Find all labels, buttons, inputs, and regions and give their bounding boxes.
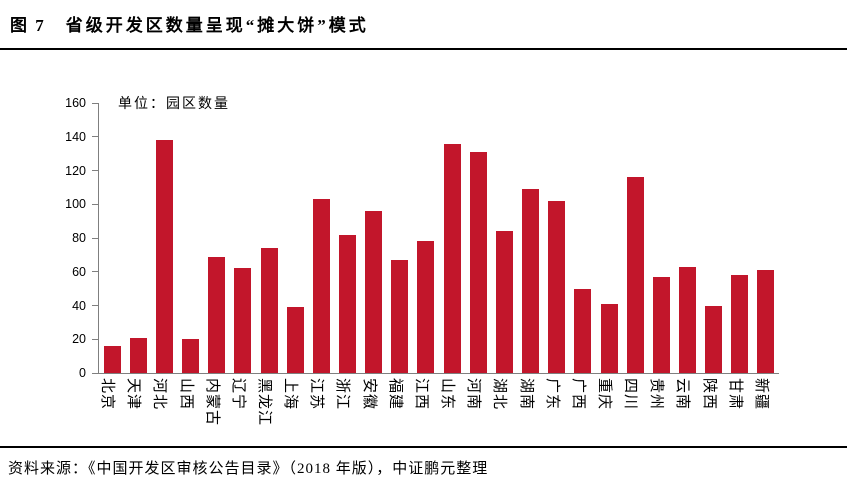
- bar-辽宁: [234, 268, 252, 373]
- x-axis-label: 江苏: [308, 378, 326, 411]
- source-divider-line: [0, 446, 847, 448]
- x-axis-labels: 北京 天津 河北 山西 内蒙古 辽宁 黑龙江 上海 江苏 浙江 安徽 福建 江西 山东 河南 湖北 湖南 广东 广西…: [98, 378, 778, 444]
- x-axis-label: 湖北: [491, 378, 509, 411]
- bar-重庆: [600, 303, 618, 373]
- unit-label: 单位：园区数量: [118, 95, 230, 111]
- bar-江西: [417, 241, 435, 373]
- bar-云南: [678, 266, 696, 373]
- bar-安徽: [365, 211, 383, 373]
- figure-title-text: 省级开发区数量呈现“摊大饼”模式: [65, 16, 369, 35]
- y-axis-tick-label: 160: [65, 96, 86, 110]
- bar-天津: [129, 337, 147, 373]
- source-note: 资料来源：《中国开发区审核公告目录》（2018 年版），中证鹏元整理: [8, 461, 489, 477]
- x-axis-label: 河北: [151, 378, 169, 411]
- bar-湖北: [495, 231, 513, 373]
- x-axis-label: 山西: [177, 378, 195, 411]
- bar-浙江: [338, 234, 356, 373]
- bar-贵州: [652, 276, 670, 373]
- y-axis-tick: [92, 338, 98, 340]
- x-axis-label: 广西: [569, 378, 587, 411]
- bar-甘肃: [731, 275, 749, 373]
- y-axis-tick-label: 20: [72, 332, 86, 347]
- bar-广西: [574, 288, 592, 373]
- y-axis-tick-label: 120: [65, 163, 86, 178]
- y-axis-tick-label: 60: [72, 264, 86, 279]
- x-axis-label: 广东: [543, 378, 561, 411]
- x-axis-label: 浙江: [334, 378, 352, 411]
- y-axis-tick-label: 80: [72, 231, 86, 245]
- y-axis-tick: [92, 136, 98, 138]
- figure-number: 图 7: [10, 16, 46, 35]
- x-axis-label: 甘肃: [726, 378, 744, 411]
- bar-内蒙古: [208, 256, 226, 373]
- x-axis-label: 湖南: [517, 378, 535, 411]
- y-axis-tick: [92, 372, 98, 374]
- bar-四川: [626, 177, 644, 373]
- y-axis-tick-label: 100: [65, 197, 86, 212]
- bar-山西: [182, 339, 200, 373]
- bar-河南: [469, 151, 487, 373]
- x-axis-label: 天津: [125, 378, 143, 411]
- y-axis-tick: [92, 237, 98, 239]
- y-axis-tick-label: 40: [72, 298, 86, 313]
- x-axis-label: 江西: [412, 378, 430, 411]
- bar-新疆: [757, 270, 775, 373]
- x-axis-label: 辽宁: [229, 378, 247, 411]
- x-axis-label: 陕西: [700, 378, 718, 411]
- y-axis-tick: [92, 305, 98, 306]
- x-axis-label: 山东: [439, 378, 457, 411]
- bar-江苏: [312, 199, 330, 373]
- x-axis-label: 北京: [99, 378, 117, 411]
- x-axis-label: 黑龙江: [256, 378, 273, 427]
- x-axis-label: 新疆: [752, 378, 770, 411]
- x-axis-label: 内蒙古: [203, 378, 221, 427]
- x-axis-label: 福建: [386, 378, 404, 411]
- bar-福建: [391, 259, 409, 373]
- y-axis: 0 20 40 60 80 100 120 140 160: [0, 96, 86, 380]
- x-axis-label: 上海: [282, 378, 300, 411]
- bar-河北: [155, 140, 173, 373]
- y-axis-tick-label: 140: [65, 129, 86, 144]
- y-axis-tick: [92, 170, 98, 171]
- bar-广东: [548, 200, 566, 373]
- plot-area: [92, 102, 779, 374]
- x-axis-label: 安徽: [360, 378, 378, 411]
- bar-山东: [443, 143, 461, 373]
- x-axis-label: 贵州: [648, 378, 666, 411]
- y-axis-tick: [92, 271, 98, 273]
- x-axis-label: 云南: [674, 378, 692, 411]
- bar-湖南: [522, 189, 540, 373]
- bar-上海: [286, 307, 304, 373]
- x-axis-label: 重庆: [596, 378, 613, 411]
- y-axis-tick: [92, 203, 98, 205]
- x-axis-label: 河南: [465, 378, 483, 411]
- bar-北京: [103, 346, 121, 373]
- x-axis-label: 四川: [622, 378, 640, 411]
- y-axis-tick-label: 0: [79, 366, 86, 380]
- bar-黑龙江: [260, 248, 278, 373]
- bar-陕西: [705, 305, 723, 373]
- y-axis-tick: [92, 102, 98, 104]
- title-divider-line: [0, 48, 847, 50]
- figure-title: 图 7 省级开发区数量呈现“摊大饼”模式: [10, 11, 369, 36]
